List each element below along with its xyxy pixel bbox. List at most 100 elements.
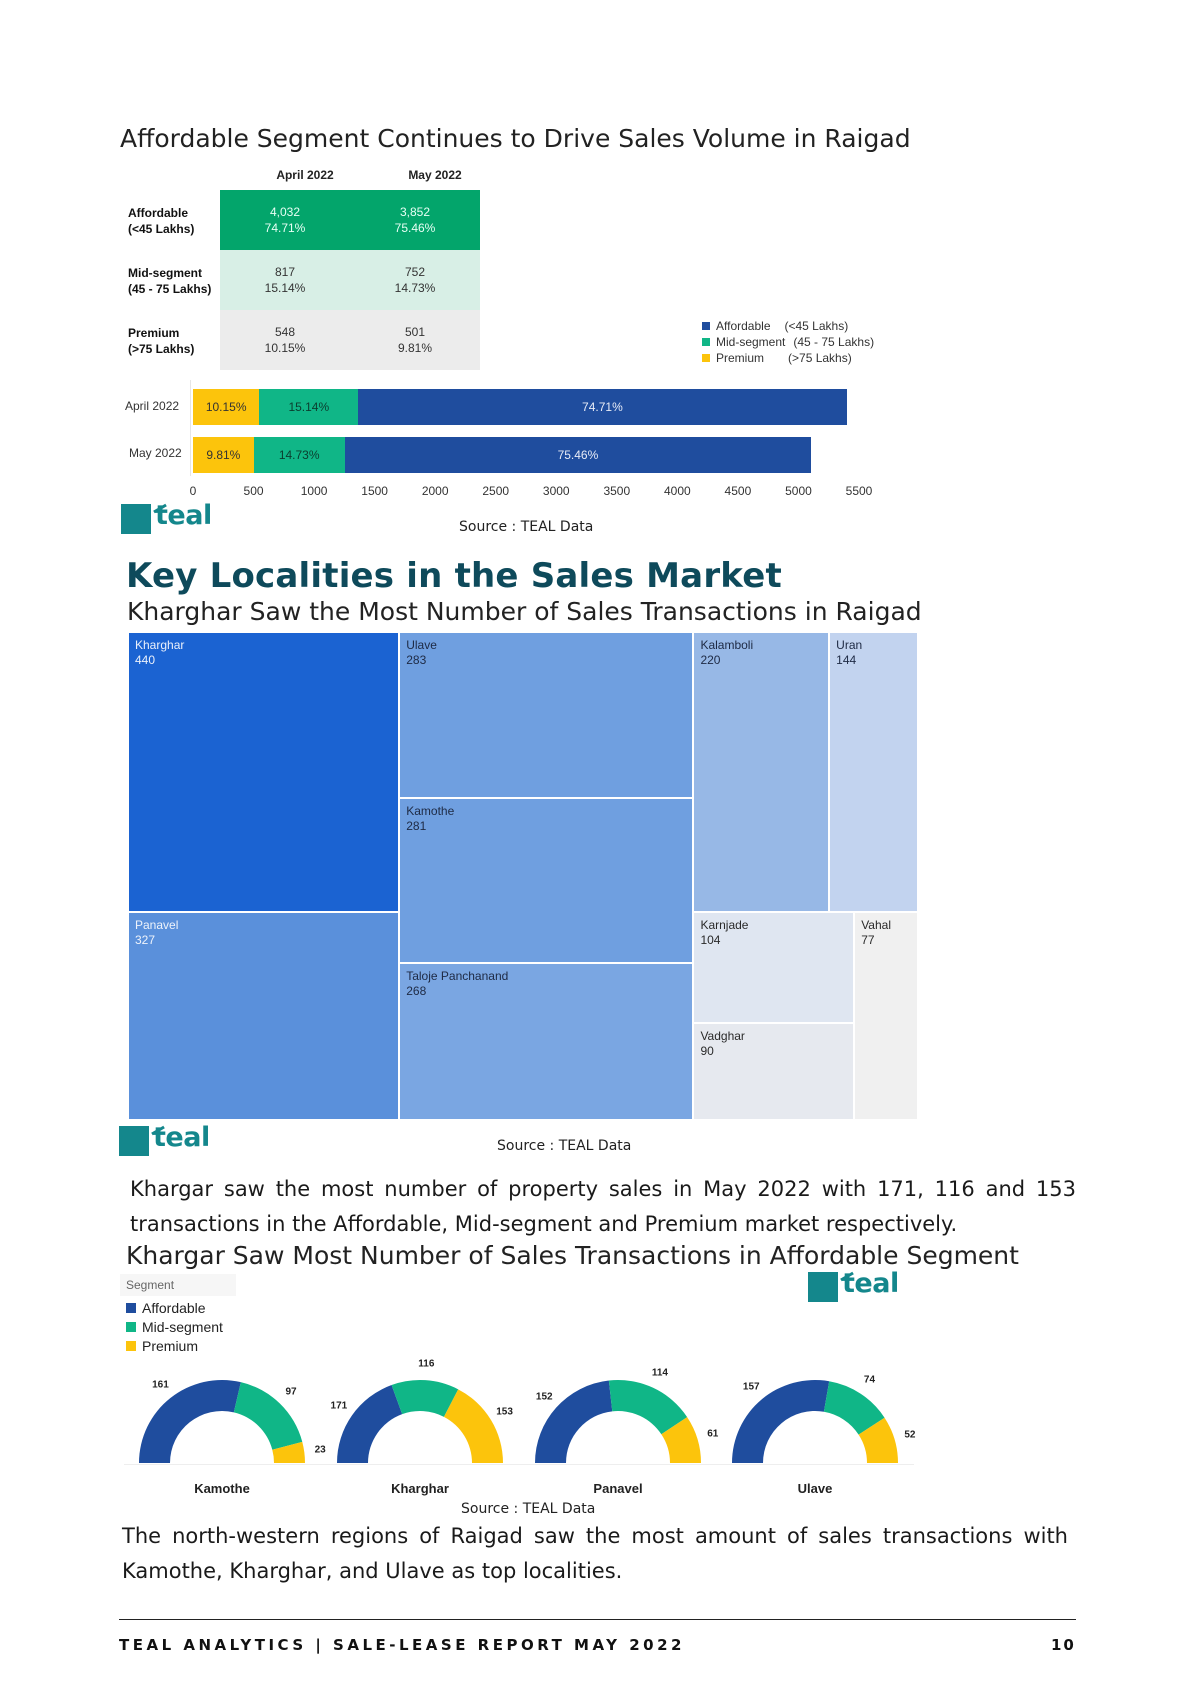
donut-slice-mid-segment (608, 1380, 688, 1435)
x-tick-label: 0 (189, 484, 197, 498)
footer-rule (119, 1619, 1076, 1620)
table-row-mid-label: Mid-segment (45 - 75 Lakhs) (128, 266, 212, 296)
donut-title-panavel: Panavel (593, 1481, 643, 1496)
legend-item-affordable: Affordable (<45 Lakhs) (702, 318, 874, 334)
donut-svg (139, 1380, 898, 1463)
bar-segment-premium: 10.15% (193, 389, 260, 425)
treemap-tile-karnjade: Karnjade 104 (693, 911, 855, 1024)
segment-table: April 2022 May 2022 Affordable (<45 Lakhs… (120, 160, 480, 375)
treemap-tile-vahal: Vahal 77 (854, 911, 918, 1120)
treemap-tile-panavel: Panavel 327 (128, 911, 400, 1120)
treemap-tile-vadghar: Vadghar 90 (693, 1023, 855, 1120)
treemap-value: 104 (700, 932, 721, 947)
x-tick-label: 3000 (542, 484, 570, 498)
donut-value-label: 97 (285, 1386, 297, 1398)
donut-legend: Affordable Mid-segment Premium (126, 1298, 223, 1355)
section-title-kharghar: Kharghar Saw the Most Number of Sales Tr… (127, 597, 922, 626)
legend-item-affordable: Affordable (126, 1298, 223, 1317)
treemap-label: Taloje Panchanand (406, 968, 509, 983)
x-tick-label: 500 (243, 484, 264, 498)
donut-slice-affordable (337, 1385, 403, 1463)
legend-item-mid: Mid-segment (126, 1317, 223, 1336)
treemap-value: 283 (406, 653, 427, 667)
donut-slice-premium (272, 1441, 305, 1463)
treemap-value: 440 (135, 653, 156, 667)
table-cell: 752 14.73% (350, 250, 480, 310)
legend-item-mid: Mid-segment (45 - 75 Lakhs) (702, 334, 874, 350)
donut-value-label: 74 (863, 1374, 876, 1386)
x-tick-label: 4500 (724, 484, 752, 498)
donut-value-label: 161 (152, 1379, 169, 1391)
table-col-april: April 2022 (276, 168, 334, 182)
treemap-value: 281 (406, 818, 427, 833)
x-tick-label: 1500 (361, 484, 388, 498)
x-tick-label: 1000 (300, 484, 328, 498)
donut-value-label: 116 (418, 1358, 435, 1370)
donut-title-ulave: Ulave (797, 1481, 833, 1496)
legend-title-box (120, 1274, 236, 1296)
x-tick-label: 4000 (664, 484, 691, 498)
treemap-tile-kharghar: Kharghar 440 (128, 632, 400, 912)
teal-logo: teal (121, 500, 241, 536)
bar-segment-affordable: 74.71% (358, 389, 847, 425)
donut-value-label: 52 (904, 1429, 916, 1441)
table-row-premium-label: Premium (>75 Lakhs) (128, 326, 195, 356)
legend-item-premium: Premium (126, 1336, 223, 1355)
paragraph-kharghar: Khargar saw the most number of property … (130, 1177, 1076, 1236)
x-tick-label: 5000 (785, 484, 812, 498)
donut-value-label: 153 (496, 1406, 513, 1418)
donut-title-kamothe: Kamothe (194, 1481, 250, 1496)
donut-charts: 161 97 23 Kamothe 171 116 153 Kharghar 152 114 61 P… (0, 1358, 1190, 1510)
treemap-value: 327 (135, 932, 156, 947)
donut-value-label: 23 (314, 1444, 326, 1456)
paragraph-north-western: The north-western regions of Raigad saw … (122, 1524, 1068, 1583)
treemap-value: 220 (700, 653, 721, 667)
x-tick-label: 3500 (603, 484, 631, 498)
donut-value-label: 157 (742, 1381, 760, 1393)
x-tick-label: 2500 (482, 484, 510, 498)
bar-category-may: May 2022 (129, 446, 182, 460)
donut-slice-mid-segment (823, 1381, 885, 1435)
donut-value-label: 152 (535, 1391, 553, 1403)
donut-slice-premium (661, 1417, 701, 1463)
teal-logo: teal (119, 1122, 239, 1158)
donut-slice-premium (858, 1417, 898, 1463)
donut-slice-affordable (535, 1380, 613, 1463)
treemap-tile-uran: Uran 144 (829, 632, 918, 912)
treemap-label: Kamothe (406, 803, 455, 818)
x-tick-label: 5500 (845, 484, 873, 498)
segment-legend: Affordable (<45 Lakhs) Mid-segment (45 - 7… (702, 318, 874, 366)
table-cell: 501 9.81% (350, 310, 480, 370)
localities-treemap: Kharghar 440 Panavel 327 Ulave 283 Kamothe 281 T… (128, 632, 918, 1120)
treemap-value: 90 (700, 1044, 714, 1059)
treemap-label: Karnjade (700, 917, 749, 932)
bar-segment-mid-segment: 15.14% (259, 389, 359, 425)
donut-slice-affordable (732, 1380, 830, 1463)
donut-value-label: 114 (651, 1367, 668, 1379)
table-cell: 3,852 75.46% (350, 190, 480, 250)
table-cell: 817 15.14% (220, 250, 350, 310)
table-col-may: May 2022 (408, 168, 462, 182)
stacked-bar-chart: April 2022 May 2022 10.15% 15.14% 74.71% 9.… (120, 380, 940, 500)
treemap-value: 144 (836, 653, 857, 667)
treemap-tile-ulave: Ulave 283 (399, 632, 694, 798)
donut-slice-premium (443, 1389, 503, 1463)
axis-line (190, 380, 191, 476)
x-tick-label: 2000 (421, 484, 449, 498)
donut-baseline (124, 1464, 914, 1465)
treemap-value: 268 (406, 983, 427, 998)
table-row-affordable-label: Affordable (<45 Lakhs) (128, 206, 195, 236)
treemap-label: Kalamboli (700, 638, 754, 652)
table-cell: 548 10.15% (220, 310, 350, 370)
table-cell: 4,032 74.71% (220, 190, 350, 250)
treemap-value: 77 (861, 932, 875, 947)
legend-title: Segment (126, 1278, 175, 1292)
donut-value-label: 61 (707, 1428, 719, 1440)
treemap-label: Uran (836, 638, 863, 652)
legend-item-premium: Premium (>75 Lakhs) (702, 350, 874, 366)
donut-slice-mid-segment (233, 1382, 303, 1450)
source-note-2: Source : TEAL Data (497, 1138, 632, 1154)
treemap-label: Ulave (406, 638, 437, 652)
bar-segment-affordable: 75.46% (344, 437, 812, 473)
bar-category-april: April 2022 (125, 399, 180, 413)
